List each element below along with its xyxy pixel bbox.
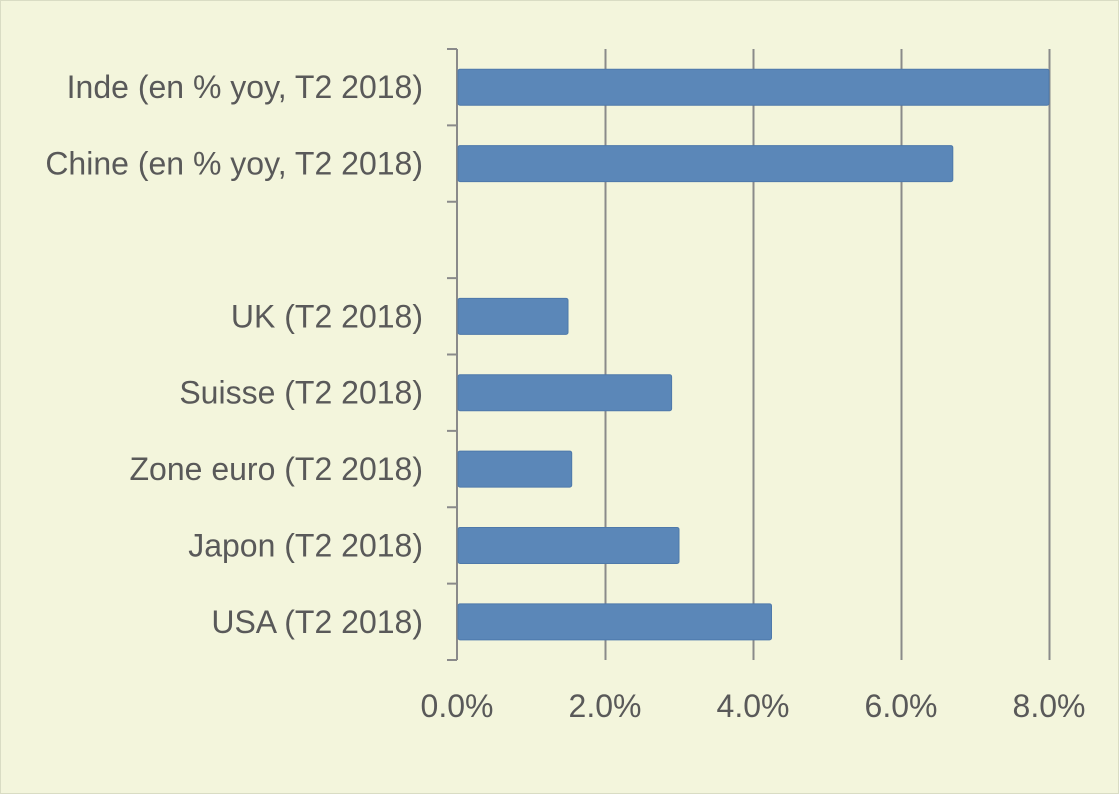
x-tick-label: 4.0% bbox=[717, 688, 790, 724]
x-tick-label: 8.0% bbox=[1013, 688, 1086, 724]
category-label: USA (T2 2018) bbox=[211, 604, 423, 640]
category-labels: Inde (en % yoy, T2 2018) Chine (en % yoy,… bbox=[45, 69, 423, 640]
category-label: UK (T2 2018) bbox=[231, 298, 423, 334]
category-label: Inde (en % yoy, T2 2018) bbox=[67, 69, 423, 105]
bar bbox=[457, 68, 1050, 106]
x-tick-label: 2.0% bbox=[569, 688, 642, 724]
bar bbox=[457, 526, 680, 564]
bars bbox=[457, 68, 1050, 641]
category-label: Chine (en % yoy, T2 2018) bbox=[45, 146, 423, 182]
category-label: Japon (T2 2018) bbox=[188, 527, 423, 563]
category-label: Zone euro (T2 2018) bbox=[130, 451, 424, 487]
x-tick-label: 6.0% bbox=[865, 688, 938, 724]
bar bbox=[457, 297, 569, 335]
bar bbox=[457, 450, 573, 488]
x-tick-label: 0.0% bbox=[421, 688, 494, 724]
x-tick-labels: 0.0% 2.0% 4.0% 6.0% 8.0% bbox=[421, 688, 1086, 724]
bar bbox=[457, 145, 954, 183]
bar bbox=[457, 374, 673, 412]
y-axis bbox=[447, 48, 458, 661]
bar bbox=[457, 603, 772, 641]
category-label: Suisse (T2 2018) bbox=[179, 375, 423, 411]
